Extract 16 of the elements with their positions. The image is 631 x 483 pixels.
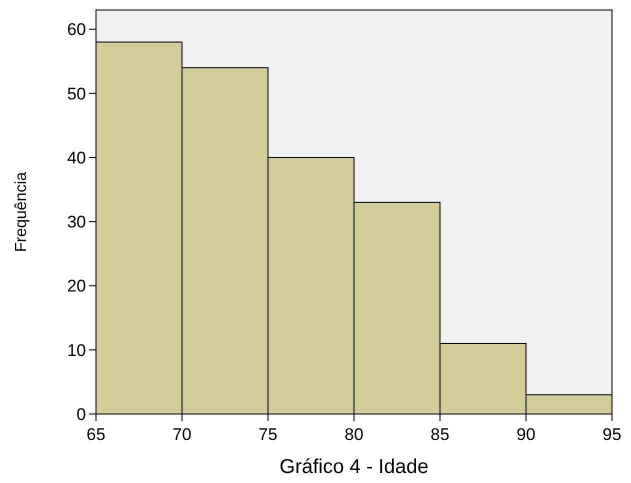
x-axis-title: Gráfico 4 - Idade xyxy=(280,456,428,478)
x-tick-label: 65 xyxy=(86,425,106,444)
x-tick-label: 80 xyxy=(344,425,364,444)
y-tick-label: 30 xyxy=(67,212,86,232)
y-tick-label: 20 xyxy=(67,276,86,296)
y-tick-label: 0 xyxy=(76,404,86,424)
x-tick-label: 75 xyxy=(258,425,278,444)
x-tick-label: 95 xyxy=(602,425,622,444)
y-tick-label: 50 xyxy=(67,84,86,104)
y-tick-label: 40 xyxy=(67,148,86,168)
y-axis-title: Frequência xyxy=(13,172,30,252)
y-tick-label: 10 xyxy=(67,340,86,360)
y-tick-label: 60 xyxy=(67,20,86,40)
x-tick-label: 90 xyxy=(516,425,536,444)
x-tick-label: 70 xyxy=(172,425,192,444)
x-tick-label: 85 xyxy=(430,425,450,444)
